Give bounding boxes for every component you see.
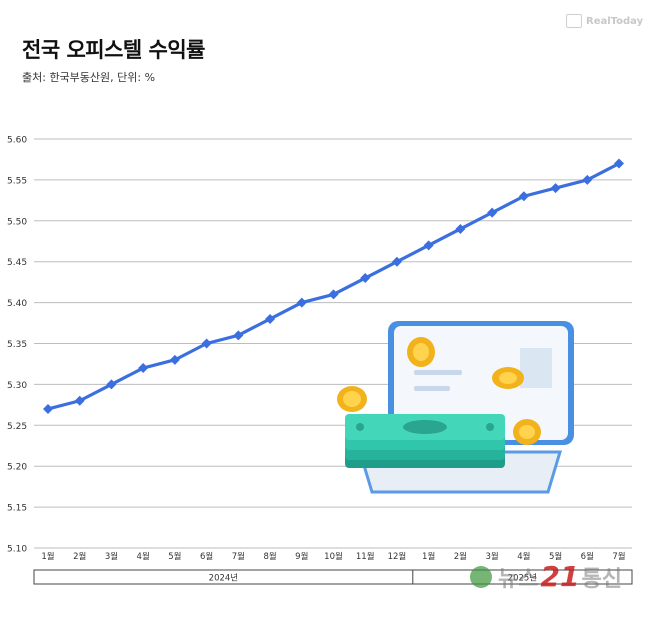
x-tick-label: 8월 — [263, 551, 276, 562]
gold-coins-illustration — [337, 337, 541, 445]
data-point — [169, 354, 180, 365]
money-laptop-illustration — [337, 321, 574, 494]
data-point — [550, 183, 561, 194]
x-tick-label: 10월 — [324, 551, 343, 562]
year-band — [33, 569, 633, 585]
data-point — [487, 207, 498, 218]
x-tick-label: 5월 — [549, 551, 562, 562]
brand-icon — [566, 14, 582, 28]
data-point — [614, 158, 624, 169]
y-tick-label: 5.45 — [7, 258, 27, 268]
x-tick-label: 4월 — [137, 551, 150, 562]
year-label: 2024년 — [209, 573, 238, 584]
watermark-suffix: 통신 — [581, 566, 622, 592]
y-axis-ticks: 5.10 5.15 5.20 5.25 5.30 5.35 5.40 5.45 5.50 5.55… — [7, 136, 27, 555]
data-point — [233, 330, 244, 341]
data-point — [423, 240, 434, 251]
data-point — [106, 379, 117, 390]
y-tick-label: 5.35 — [7, 340, 27, 350]
x-tick-label: 7월 — [232, 551, 245, 562]
x-tick-label: 3월 — [105, 551, 118, 562]
watermark-text: 뉴스 — [498, 566, 539, 592]
x-tick-label: 6월 — [200, 551, 213, 562]
x-tick-label: 5월 — [168, 551, 181, 562]
y-tick-label: 5.25 — [7, 422, 27, 432]
x-tick-label: 3월 — [485, 551, 498, 562]
x-tick-label: 6월 — [581, 551, 594, 562]
cash-stack-illustration — [345, 414, 505, 468]
y-tick-label: 5.40 — [7, 299, 27, 309]
x-tick-label: 11월 — [356, 551, 375, 562]
y-tick-label: 5.55 — [7, 176, 27, 186]
year-label: 2025년 — [508, 573, 537, 584]
y-tick-label: 5.50 — [7, 217, 27, 227]
data-point — [138, 363, 149, 374]
data-point — [391, 256, 402, 267]
data-point — [455, 223, 466, 234]
data-point — [265, 313, 276, 324]
data-point — [43, 403, 53, 414]
watermark-number: 21 — [540, 560, 580, 593]
x-tick-label: 7월 — [612, 551, 625, 562]
x-tick-label: 1월 — [422, 551, 435, 562]
y-tick-label: 5.10 — [7, 545, 27, 555]
year-group-axis: 2024년 2025년 — [33, 569, 633, 585]
x-axis-ticks: 1월 2월 3월 4월 5월 6월 7월 8월 9월 10월 11월 12월 1월 2월 3월 4월 5월 6월 7… — [41, 551, 625, 562]
watermark-logo-icon — [470, 565, 492, 588]
chart-subtitle: 출처: 한국부동산원, 단위: % — [22, 71, 156, 84]
y-tick-label: 5.15 — [7, 504, 27, 514]
y-tick-label: 5.20 — [7, 463, 27, 473]
news-watermark: 뉴스 21 통신 — [470, 560, 622, 593]
brand-name: RealToday — [586, 15, 644, 27]
x-tick-label: 9월 — [295, 551, 308, 562]
data-point — [296, 297, 307, 308]
brand-logo: RealToday — [566, 14, 643, 28]
data-point — [74, 395, 85, 406]
data-point — [360, 273, 371, 284]
x-tick-label: 1월 — [41, 551, 54, 562]
x-tick-label: 12월 — [388, 551, 407, 562]
y-tick-label: 5.30 — [7, 381, 27, 391]
data-point — [328, 289, 339, 300]
y-tick-label: 5.60 — [7, 136, 27, 146]
data-point — [518, 191, 529, 202]
data-series — [43, 158, 624, 414]
chart-title: 전국 오피스텔 수익률 — [22, 38, 206, 62]
x-tick-label: 2월 — [73, 551, 86, 562]
x-tick-label: 2월 — [454, 551, 467, 562]
x-tick-label: 4월 — [517, 551, 530, 562]
data-point — [582, 174, 593, 185]
data-point — [201, 338, 212, 349]
